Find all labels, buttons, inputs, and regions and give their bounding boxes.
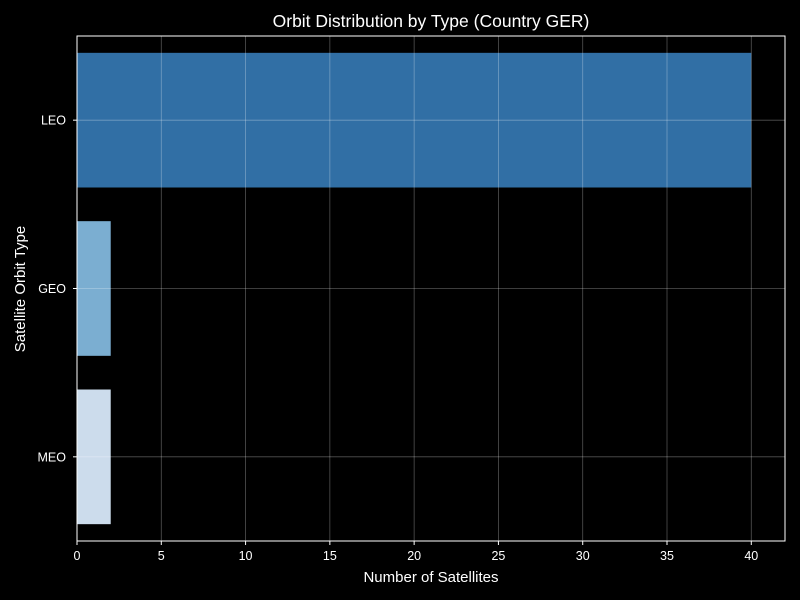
bars-group bbox=[77, 52, 752, 525]
y-tick-label: MEO bbox=[38, 450, 67, 464]
bar-leo bbox=[77, 52, 752, 188]
x-tick-label: 15 bbox=[323, 549, 337, 563]
x-tick-label: 40 bbox=[744, 549, 758, 563]
bar-geo bbox=[77, 221, 111, 356]
y-axis-label: Satellite Orbit Type bbox=[12, 226, 29, 352]
y-tick-label: GEO bbox=[38, 282, 66, 296]
x-tick-label: 30 bbox=[576, 549, 590, 563]
x-tick-label: 20 bbox=[407, 549, 421, 563]
plot-frame bbox=[76, 35, 786, 542]
ticks-group: 0 5 10 15 20 25 30 35 40 LEO GEO MEO bbox=[38, 114, 759, 563]
y-tick-label: LEO bbox=[41, 114, 66, 128]
x-tick-label: 5 bbox=[158, 549, 165, 563]
x-tick-label: 10 bbox=[239, 549, 253, 563]
chart-title: Orbit Distribution by Type (Country GER) bbox=[273, 11, 590, 31]
x-tick-label: 35 bbox=[660, 549, 674, 563]
x-tick-label: 25 bbox=[491, 549, 505, 563]
x-axis-label: Number of Satellites bbox=[363, 569, 498, 586]
bar-meo bbox=[77, 389, 111, 525]
x-tick-label: 0 bbox=[74, 549, 81, 563]
